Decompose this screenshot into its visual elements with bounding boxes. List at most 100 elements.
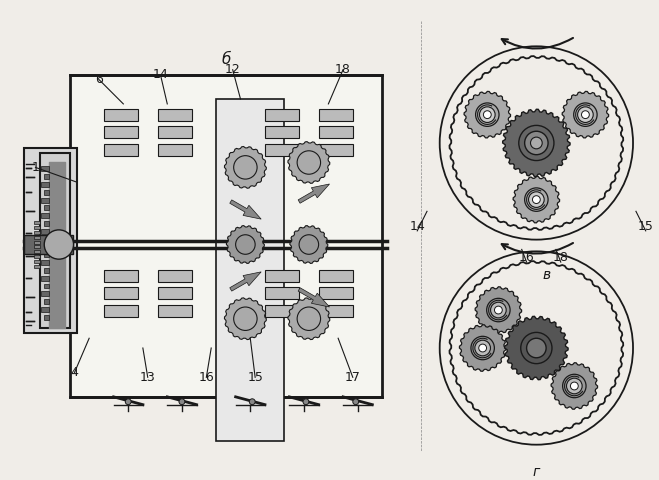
Bar [44,174,49,179]
Bar [265,109,299,120]
Circle shape [478,344,486,352]
Polygon shape [475,287,522,333]
Circle shape [519,125,554,160]
Bar [44,315,49,320]
Bar [265,126,299,138]
Circle shape [484,111,491,119]
Bar [34,221,40,224]
Text: 17: 17 [345,371,360,384]
FancyArrow shape [230,200,261,219]
Circle shape [529,192,544,207]
Bar [34,260,40,263]
Bar [42,182,49,187]
Bar [34,251,40,253]
Polygon shape [288,142,330,183]
Bar [318,144,353,156]
Bar [158,109,192,120]
Circle shape [567,378,582,394]
Bar [104,144,138,156]
Text: 18: 18 [553,251,569,264]
Circle shape [574,103,597,126]
Circle shape [234,307,257,330]
Circle shape [297,307,320,330]
Bar [42,260,49,265]
Circle shape [451,263,621,433]
Circle shape [471,336,494,360]
Circle shape [303,399,309,405]
Circle shape [44,230,74,259]
Bar [318,270,353,282]
Bar [42,276,49,281]
Circle shape [476,103,499,126]
Bar [42,229,49,234]
Bar [158,305,192,317]
Bar [104,305,138,317]
Text: 4: 4 [71,366,78,379]
Polygon shape [288,298,330,339]
Bar [44,237,49,241]
Polygon shape [509,329,556,367]
Bar [44,205,49,210]
Text: 14: 14 [153,68,168,81]
Polygon shape [505,316,568,380]
FancyArrow shape [298,288,330,307]
Circle shape [297,151,320,174]
Bar [265,305,299,317]
Bar [34,245,40,249]
Text: 16: 16 [198,371,214,384]
Text: 6: 6 [95,73,103,86]
Bar [158,144,192,156]
Bar [42,198,49,203]
Text: 16: 16 [519,251,534,264]
Text: 18: 18 [335,63,351,76]
Text: в: в [542,268,550,282]
Bar [42,244,49,250]
Bar [318,288,353,299]
FancyBboxPatch shape [70,74,382,397]
Bar [265,288,299,299]
Text: 15: 15 [247,371,263,384]
Bar [216,99,285,441]
Circle shape [234,156,257,179]
Polygon shape [225,146,266,188]
Polygon shape [503,109,570,177]
Polygon shape [513,176,559,223]
Bar [318,109,353,120]
Polygon shape [225,298,266,339]
Circle shape [179,399,185,405]
Text: 12: 12 [225,63,241,76]
Bar [158,288,192,299]
Text: г: г [532,465,540,479]
Text: 14: 14 [409,220,425,233]
Bar [34,255,40,258]
Text: 1: 1 [32,161,40,174]
Bar [34,231,40,234]
Bar [265,270,299,282]
Circle shape [530,137,542,149]
Bar [40,153,70,328]
Bar [34,236,40,239]
Circle shape [521,332,552,364]
Text: 15: 15 [638,220,654,233]
Bar [104,288,138,299]
Bar [104,126,138,138]
Circle shape [571,382,578,390]
Polygon shape [227,226,264,264]
Bar [318,126,353,138]
Circle shape [236,235,255,254]
Polygon shape [459,325,506,371]
Circle shape [494,306,502,314]
Bar [104,270,138,282]
Text: 13: 13 [140,371,156,384]
Circle shape [525,131,548,155]
Circle shape [451,58,621,228]
Polygon shape [290,226,328,264]
Bar [318,305,353,317]
Circle shape [353,399,358,405]
Circle shape [577,107,593,122]
Bar [158,126,192,138]
Circle shape [527,338,546,358]
Bar [42,213,49,218]
Bar [42,167,49,171]
Bar [24,148,78,334]
